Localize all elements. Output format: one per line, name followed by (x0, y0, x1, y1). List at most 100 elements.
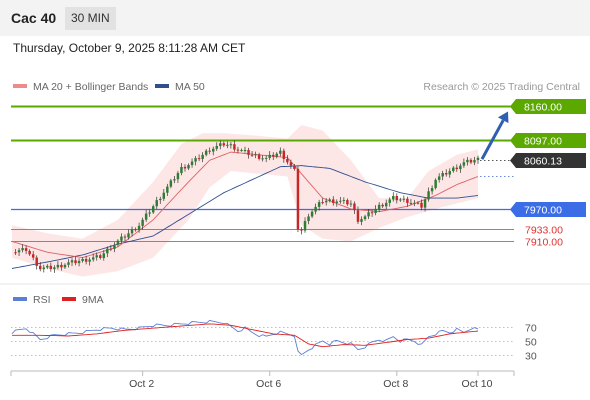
forecast-arrow (480, 111, 509, 160)
candle (381, 203, 384, 208)
ma50-legend-label: MA 50 (175, 81, 205, 93)
candle (240, 148, 243, 152)
candle-body (384, 202, 388, 207)
candle (399, 197, 402, 202)
candle-body (39, 265, 42, 270)
candle-body (240, 150, 243, 152)
candle (257, 152, 261, 161)
candle (444, 169, 448, 177)
candle (356, 206, 360, 225)
candle (127, 229, 130, 240)
candle (448, 168, 451, 178)
candle-body (99, 255, 102, 258)
timeframe-button[interactable]: 30 MIN (65, 7, 116, 30)
candle-body (300, 229, 303, 231)
candle-body (95, 255, 98, 258)
candle-body (303, 221, 307, 231)
x-tick-label-3: Oct 10 (462, 378, 493, 390)
candle (197, 154, 201, 162)
candle-body (243, 150, 247, 152)
candle (247, 147, 250, 159)
candle-body (113, 244, 116, 249)
candle-body (159, 198, 162, 201)
ma50-line (11, 165, 479, 269)
candle (49, 262, 53, 272)
candle-body (349, 203, 353, 205)
candle-body (141, 219, 144, 226)
x-axis-ticks: Oct 2 Oct 6 Oct 8 Oct 10 (129, 371, 493, 390)
candle (166, 183, 169, 196)
candle-body (441, 173, 444, 177)
level-tag-bg-1 (516, 133, 586, 148)
candle (28, 249, 31, 256)
candle-body (70, 260, 74, 263)
rsi-tick-label-70: 70 (525, 323, 537, 335)
candle (88, 257, 91, 266)
candle (430, 185, 434, 195)
candle-body (169, 180, 173, 187)
moving-averages (11, 151, 479, 269)
candle (264, 155, 268, 163)
price-levels (11, 105, 514, 242)
candle-body (452, 167, 455, 172)
candle-body (455, 167, 459, 170)
candle (190, 158, 194, 168)
forecast-arrow-shaft (480, 119, 505, 160)
candle (455, 164, 459, 172)
candle (328, 197, 331, 203)
candle (293, 163, 296, 171)
candle (130, 226, 134, 237)
candlesticks (14, 140, 480, 273)
candle-body (236, 149, 240, 151)
candle (183, 164, 187, 172)
candle (462, 158, 466, 168)
candle (70, 258, 74, 267)
candle (300, 227, 303, 235)
candle-body (14, 252, 17, 254)
candle-body (130, 229, 134, 234)
level-tag-bg-2 (516, 202, 586, 217)
candle-body (144, 213, 148, 220)
candle-body (201, 154, 204, 159)
candle-body (328, 199, 331, 201)
last-price-tag-bg (516, 153, 586, 168)
level-tag-0: 8160.00 (510, 99, 586, 114)
candle-body (409, 202, 413, 204)
candle-body (155, 200, 158, 207)
candle (420, 199, 423, 211)
candle (109, 244, 113, 252)
candle (137, 222, 141, 233)
level-label-1: 8097.00 (524, 136, 562, 148)
candle (303, 217, 307, 233)
rsi-legend-swatch (13, 297, 27, 301)
candle (466, 157, 469, 166)
candle-body (215, 146, 218, 149)
candle (307, 213, 310, 225)
candle-body (187, 164, 190, 169)
candle-body (346, 200, 349, 205)
candle (469, 158, 473, 165)
candle (310, 210, 314, 219)
candle-body (102, 253, 106, 258)
candle (106, 246, 109, 258)
candle (384, 199, 388, 210)
candle (67, 259, 70, 268)
candle-body (413, 202, 416, 204)
candle-body (176, 173, 180, 180)
candle (56, 261, 60, 270)
candle (151, 204, 155, 215)
candle (423, 197, 427, 212)
candle-body (360, 219, 363, 222)
candle (254, 151, 257, 159)
candle-body (250, 154, 254, 156)
candle (74, 256, 77, 266)
last-price-label: 8060.13 (524, 156, 562, 168)
candle (272, 152, 275, 161)
candle (173, 175, 176, 184)
x-tick-label-2: Oct 8 (383, 378, 408, 390)
candle-body (275, 153, 279, 157)
candle-body (321, 202, 324, 204)
candle-body (353, 203, 356, 211)
candle (289, 159, 293, 169)
